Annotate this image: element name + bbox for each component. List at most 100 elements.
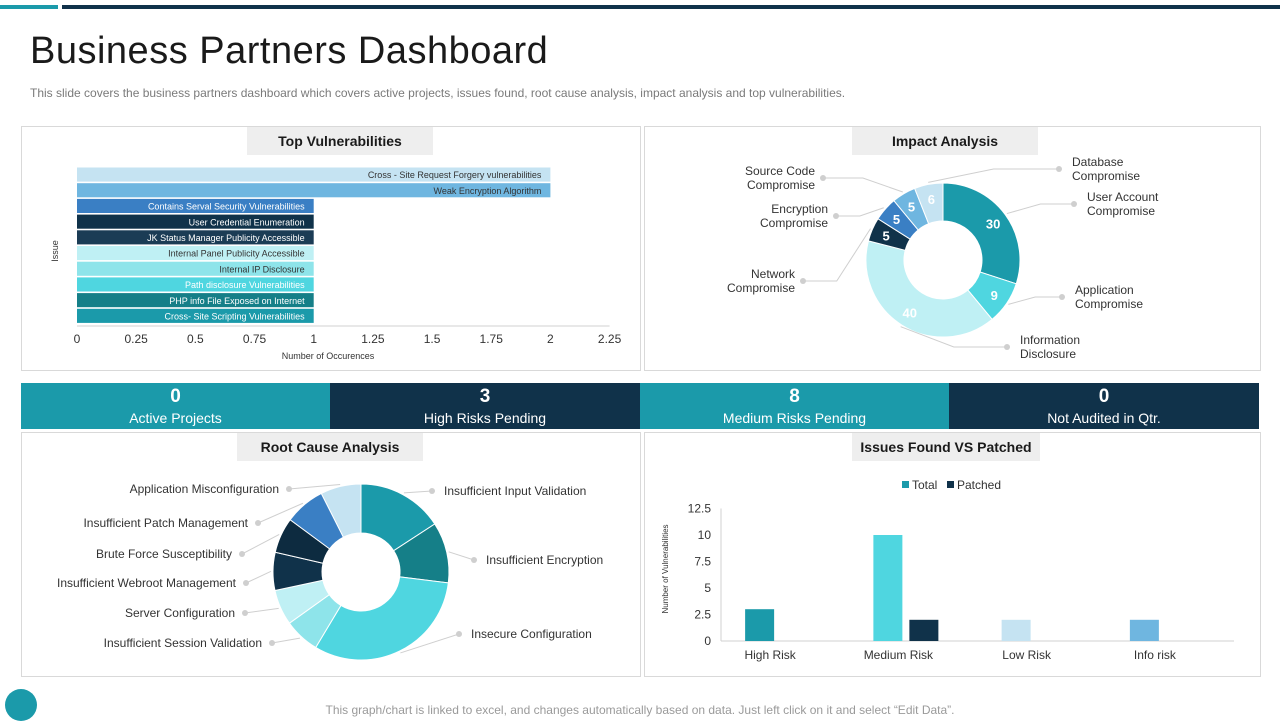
leader-line (803, 228, 871, 282)
bar (1129, 619, 1159, 641)
bar (77, 246, 314, 261)
slice-label-line2: Disclosure (1020, 347, 1076, 361)
leader-line (823, 177, 903, 193)
leader-dot (286, 486, 292, 492)
kpi-value: 3 (479, 386, 491, 407)
bar (1001, 619, 1031, 641)
leader-line (448, 551, 475, 561)
slice-value: 6 (928, 192, 935, 207)
leader-dot (1059, 294, 1065, 300)
slice-label-line2: Compromise (1087, 204, 1155, 218)
y-axis-label: Number of Vulnerabilities (661, 524, 670, 613)
leader-line (403, 490, 433, 494)
kpi-value: 0 (170, 386, 181, 407)
kpi-label: High Risks Pending (423, 410, 547, 426)
slice-label-line2: Compromise (760, 216, 828, 230)
impact-analysis-panel: Impact Analysis 30 User Account Compromise… (644, 126, 1261, 371)
kpi-high-risks: 3 High Risks Pending (330, 383, 640, 429)
slice-label-line1: Database (1072, 155, 1124, 169)
kpi-label: Medium Risks Pending (722, 410, 867, 426)
decorative-circle (5, 689, 37, 721)
slice-label-line1: Application (1075, 283, 1134, 297)
page-subtitle: This slide covers the business partners … (30, 86, 846, 100)
kpi-active-projects: 0 Active Projects (21, 383, 330, 429)
x-tick-label: 0.25 (124, 332, 148, 346)
y-tick-label: 12.5 (688, 502, 712, 516)
legend-label: Total (912, 478, 937, 492)
bar-label: Path disclosure Vulnerabilities (185, 280, 305, 290)
slice-label: Insufficient Webroot Management (57, 576, 237, 590)
bar-label: Internal Panel Publicity Accessible (168, 249, 305, 259)
top-rule (62, 5, 1280, 9)
slice-label-line2: Compromise (1075, 297, 1143, 311)
leader-dot (1056, 166, 1062, 172)
leader-line (836, 207, 884, 217)
leader-dot (471, 557, 477, 563)
bar (77, 198, 314, 213)
x-tick-label: 1.5 (424, 332, 441, 346)
bar (77, 277, 314, 292)
slice-label-line1: User Account (1087, 190, 1159, 204)
donut-slice (315, 576, 449, 661)
x-tick-label: 2 (547, 332, 554, 346)
leader-dot (239, 551, 245, 557)
legend-label: Patched (957, 478, 1001, 492)
kpi-not-audited: 0 Not Audited in Qtr. (949, 383, 1259, 429)
leader-dot (456, 631, 462, 637)
donut-slice (865, 240, 993, 338)
slice-label: Insecure Configuration (471, 627, 592, 641)
leader-line (928, 168, 1059, 183)
kpi-label: Active Projects (129, 410, 222, 426)
leader-line (288, 483, 341, 490)
slice-label-line2: Compromise (727, 281, 795, 295)
bar-label: Cross - Site Request Forgery vulnerabili… (368, 170, 542, 180)
slice-label: Application Misconfiguration (130, 482, 279, 496)
leader-dot (1004, 344, 1010, 350)
bar (873, 535, 903, 641)
root-cause-chart: Insufficient Input Validation Insufficien… (57, 482, 603, 661)
root-cause-title: Root Cause Analysis (237, 433, 423, 461)
leader-line (271, 637, 301, 644)
slice-label-line1: Network (751, 267, 796, 281)
legend-swatch (902, 481, 909, 488)
x-axis-label: Number of Occurences (282, 351, 375, 361)
donut-slice (914, 182, 944, 225)
slice-value: 5 (882, 228, 889, 243)
leader-dot (255, 520, 261, 526)
top-vulnerabilities-chart: Cross - Site Request Forgery vulnerabili… (50, 167, 622, 361)
top-accent-bar (0, 5, 58, 9)
impact-analysis-title: Impact Analysis (852, 127, 1038, 155)
leader-line (245, 570, 272, 584)
donut-slice (942, 182, 1021, 285)
bar (909, 619, 939, 641)
y-tick-label: 7.5 (694, 555, 711, 569)
x-tick-label: 0 (74, 332, 81, 346)
leader-dot (820, 175, 826, 181)
bar-label: Contains Serval Security Vulnerabilities (148, 202, 305, 212)
x-tick-label: 0.5 (187, 332, 204, 346)
bar (77, 261, 314, 276)
bar-label: Internal IP Disclosure (219, 264, 304, 274)
legend-swatch (947, 481, 954, 488)
y-tick-label: 10 (698, 528, 712, 542)
kpi-label: Not Audited in Qtr. (1047, 410, 1161, 426)
leader-line (1006, 203, 1074, 215)
issues-title: Issues Found VS Patched (852, 433, 1040, 461)
bar (77, 308, 314, 323)
slice-label: Insufficient Encryption (486, 553, 603, 567)
leader-dot (269, 640, 275, 646)
x-tick-label: High Risk (744, 648, 796, 662)
x-tick-label: 1 (310, 332, 317, 346)
top-vulnerabilities-title: Top Vulnerabilities (247, 127, 433, 155)
bar (77, 183, 551, 198)
x-tick-label: Info risk (1134, 648, 1177, 662)
bar-label: User Credential Enumeration (189, 217, 305, 227)
kpi-value: 0 (1098, 386, 1110, 407)
leader-line (244, 607, 279, 614)
y-tick-label: 2.5 (694, 608, 711, 622)
slice-label-line2: Compromise (1072, 169, 1140, 183)
bar (77, 167, 551, 182)
bar-label: Cross- Site Scripting Vulnerabilities (164, 311, 305, 321)
slice-label: Brute Force Susceptibility (96, 547, 232, 561)
